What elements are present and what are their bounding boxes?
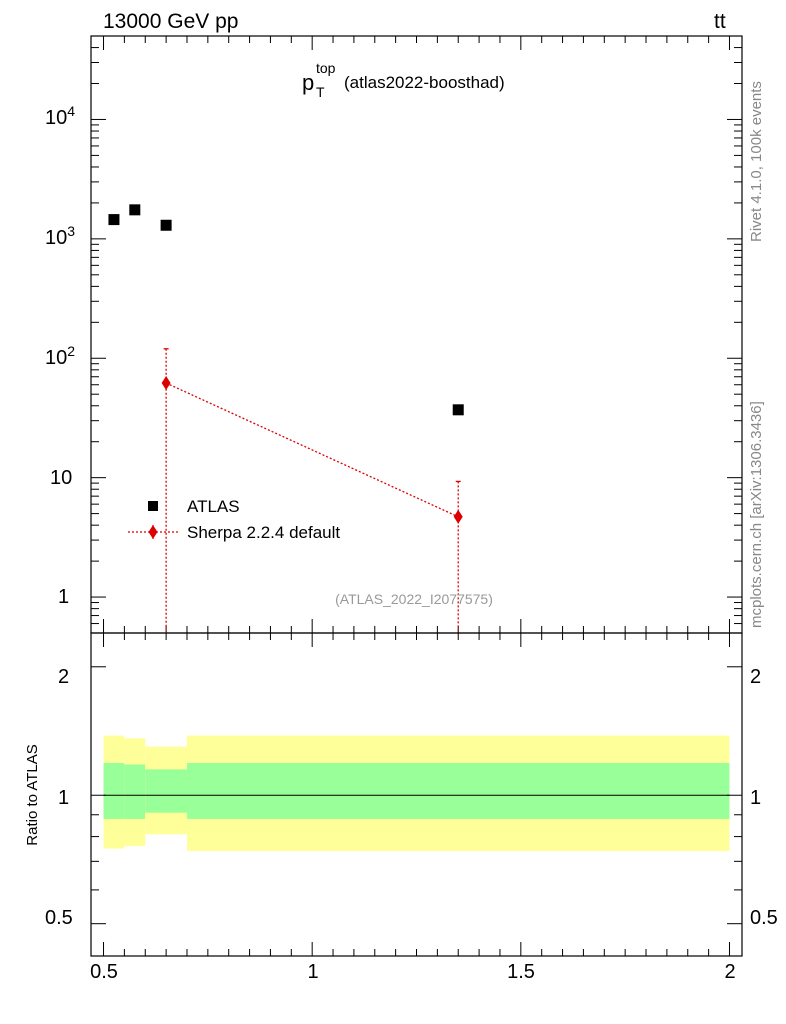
atlas-point-2 [160, 219, 172, 231]
ratio-ytick-right-05: 0.5 [750, 907, 778, 929]
ratio-ytick-right-1: 1 [750, 787, 761, 809]
xtick-label-15: 1.5 [507, 961, 535, 983]
main-axis-ticks [91, 35, 742, 634]
ytick-label-100: 102 [45, 343, 75, 369]
sherpa-line [165, 382, 459, 518]
ratio-axis-ticks [91, 633, 742, 956]
legend-marker-atlas [148, 501, 158, 511]
ratio-inner-band-1 [124, 764, 146, 819]
sherpa-point-1 [453, 509, 463, 524]
ratio-ytick-left-05: 0.5 [45, 907, 73, 929]
ytick-label-10: 10 [50, 467, 72, 489]
ratio-inner-band-3 [186, 763, 730, 819]
ratio-ytick-right-2: 2 [750, 666, 761, 688]
plot-title-rest: (atlas2022-boosthad) [344, 73, 505, 92]
ratio-inner-band-2 [145, 769, 187, 813]
xtick-label-05: 0.5 [90, 961, 118, 983]
legend-label-sherpa: Sherpa 2.2.4 default [187, 523, 340, 542]
plot-title-p: p [302, 70, 314, 95]
ratio-ytick-left-2: 2 [58, 666, 69, 688]
plot-title-sup: top [316, 60, 336, 76]
sherpa-series [161, 348, 463, 633]
sherpa-point-0 [161, 376, 171, 391]
atlas-point-1 [129, 204, 141, 216]
process-label-overbar: ̅ [716, 0, 728, 1]
ratio-uncertainty-bands [103, 735, 730, 852]
xtick-label-2: 2 [724, 961, 735, 983]
analysis-watermark: (ATLAS_2022_I2077575) [335, 591, 493, 607]
rivet-version-label: Rivet 4.1.0, 100k events [748, 81, 765, 242]
legend-marker-sherpa [148, 525, 158, 539]
ratio-ylabel: Ratio to ATLAS [24, 744, 41, 845]
ratio-inner-band-0 [103, 763, 125, 819]
ratio-ytick-left-1: 1 [58, 787, 69, 809]
plot-title-sub: T [316, 84, 325, 100]
ytick-label-10000: 104 [45, 103, 75, 129]
atlas-point-3 [452, 404, 464, 416]
energy-label: 13000 GeV pp [103, 10, 238, 33]
process-label: tt [714, 10, 726, 33]
main-frame [90, 35, 743, 634]
legend-label-atlas: ATLAS [187, 497, 240, 516]
ytick-label-1000: 103 [45, 223, 75, 249]
atlas-series [108, 204, 464, 416]
mcplots-label: mcplots.cern.ch [arXiv:1306.3436] [748, 401, 765, 628]
atlas-point-0 [108, 214, 120, 226]
xtick-label-1: 1 [307, 961, 318, 983]
ytick-label-1: 1 [58, 586, 69, 608]
